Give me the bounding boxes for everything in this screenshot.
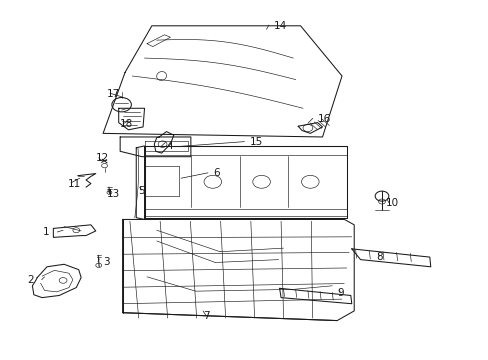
Text: 15: 15 <box>249 138 262 147</box>
Text: 9: 9 <box>336 288 343 298</box>
Text: 3: 3 <box>103 257 109 267</box>
Text: 8: 8 <box>375 252 382 262</box>
Text: 10: 10 <box>385 198 398 208</box>
Text: 16: 16 <box>317 114 330 124</box>
Text: 18: 18 <box>120 120 133 129</box>
Text: 7: 7 <box>203 311 209 321</box>
Text: 2: 2 <box>27 275 34 285</box>
Text: 1: 1 <box>43 227 49 237</box>
Text: 11: 11 <box>68 179 81 189</box>
Text: 13: 13 <box>107 189 120 199</box>
Text: 14: 14 <box>273 21 286 31</box>
Text: 6: 6 <box>212 168 219 178</box>
Text: 4: 4 <box>166 141 173 151</box>
Text: 5: 5 <box>138 186 144 196</box>
Text: 12: 12 <box>96 153 109 163</box>
Text: 17: 17 <box>107 89 120 99</box>
